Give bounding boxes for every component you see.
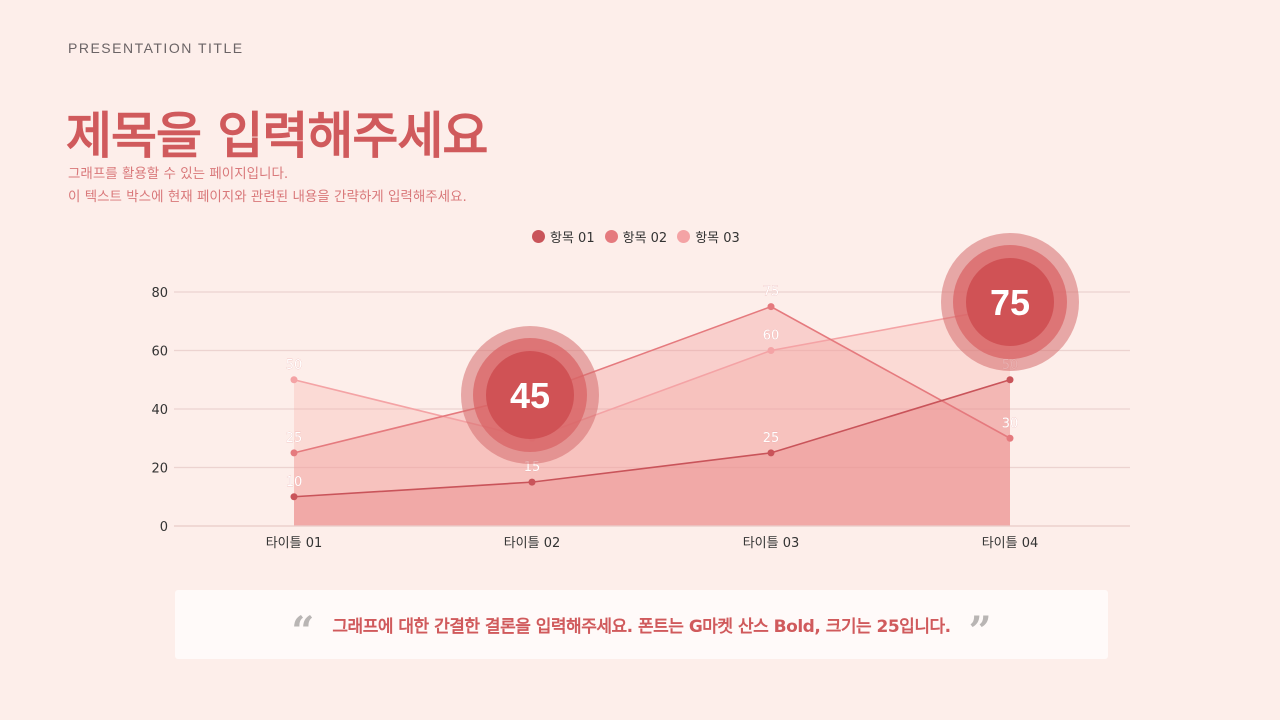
legend-item-series-1: 항목 01 bbox=[532, 227, 595, 246]
highlight-value: 75 bbox=[990, 282, 1030, 323]
highlight-bubble: 45 bbox=[461, 326, 599, 464]
x-tick-label: 타이틀 03 bbox=[743, 536, 800, 551]
data-label: 75 bbox=[763, 285, 780, 300]
x-tick-label: 타이틀 04 bbox=[982, 536, 1039, 551]
presentation-title: PRESENTATION TITLE bbox=[68, 40, 244, 56]
description-line-1: 그래프를 활용할 수 있는 페이지입니다. bbox=[68, 166, 289, 182]
conclusion-box: “ 그래프에 대한 간결한 결론을 입력해주세요. 폰트는 G마켓 산스 Bol… bbox=[175, 590, 1108, 659]
legend-dot-icon bbox=[677, 230, 691, 243]
series-area bbox=[294, 306, 1010, 526]
legend-item-series-3: 항목 03 bbox=[677, 227, 740, 246]
y-tick-label: 40 bbox=[151, 403, 168, 418]
legend-label: 항목 02 bbox=[622, 231, 668, 246]
data-point bbox=[767, 303, 775, 311]
data-point bbox=[290, 376, 298, 384]
legend-dot-icon bbox=[532, 230, 545, 243]
data-label: 10 bbox=[286, 475, 303, 490]
description-line-2: 이 텍스트 박스에 현재 페이지와 관련된 내용을 간략하게 입력해주세요. bbox=[68, 189, 467, 205]
y-tick-label: 60 bbox=[151, 345, 168, 360]
series-line bbox=[293, 305, 1011, 454]
highlight-bubble: 75 bbox=[941, 233, 1079, 371]
x-tick-label: 타이틀 01 bbox=[266, 536, 323, 551]
open-quote-icon: “ bbox=[291, 607, 315, 655]
data-point bbox=[767, 347, 775, 354]
data-point bbox=[767, 449, 775, 457]
y-tick-label: 0 bbox=[160, 520, 168, 535]
page-title: 제목을 입력해주세요 bbox=[66, 107, 488, 165]
data-label: 50 bbox=[286, 358, 303, 373]
legend-label: 항목 01 bbox=[550, 231, 595, 246]
data-point bbox=[290, 493, 298, 501]
y-tick-label: 20 bbox=[151, 462, 168, 477]
data-label: 25 bbox=[763, 431, 780, 446]
series-area bbox=[294, 379, 1010, 526]
chart-legend: 항목 01 항목 02 항목 03 bbox=[532, 227, 740, 246]
page-description: 그래프를 활용할 수 있는 페이지입니다. 이 텍스트 박스에 현재 페이지와 … bbox=[68, 163, 467, 209]
series-line bbox=[293, 305, 1011, 440]
legend-item-series-2: 항목 02 bbox=[604, 227, 668, 246]
data-point bbox=[290, 449, 298, 457]
data-point bbox=[1006, 434, 1014, 442]
data-label: 25 bbox=[286, 431, 303, 446]
legend-label: 항목 03 bbox=[695, 231, 740, 246]
conclusion-text: 그래프에 대한 간결한 결론을 입력해주세요. 폰트는 G마켓 산스 Bold,… bbox=[332, 617, 951, 637]
data-label: 60 bbox=[763, 329, 780, 344]
series-area bbox=[294, 306, 1010, 526]
close-quote-icon: ” bbox=[968, 607, 992, 655]
highlight-value: 45 bbox=[510, 375, 550, 416]
data-label: 30 bbox=[1002, 416, 1019, 431]
data-point bbox=[1006, 376, 1014, 384]
x-tick-label: 타이틀 02 bbox=[504, 536, 561, 551]
series-line bbox=[293, 378, 1011, 498]
legend-dot-icon bbox=[604, 230, 618, 243]
y-tick-label: 80 bbox=[151, 286, 168, 301]
data-point bbox=[528, 478, 536, 486]
